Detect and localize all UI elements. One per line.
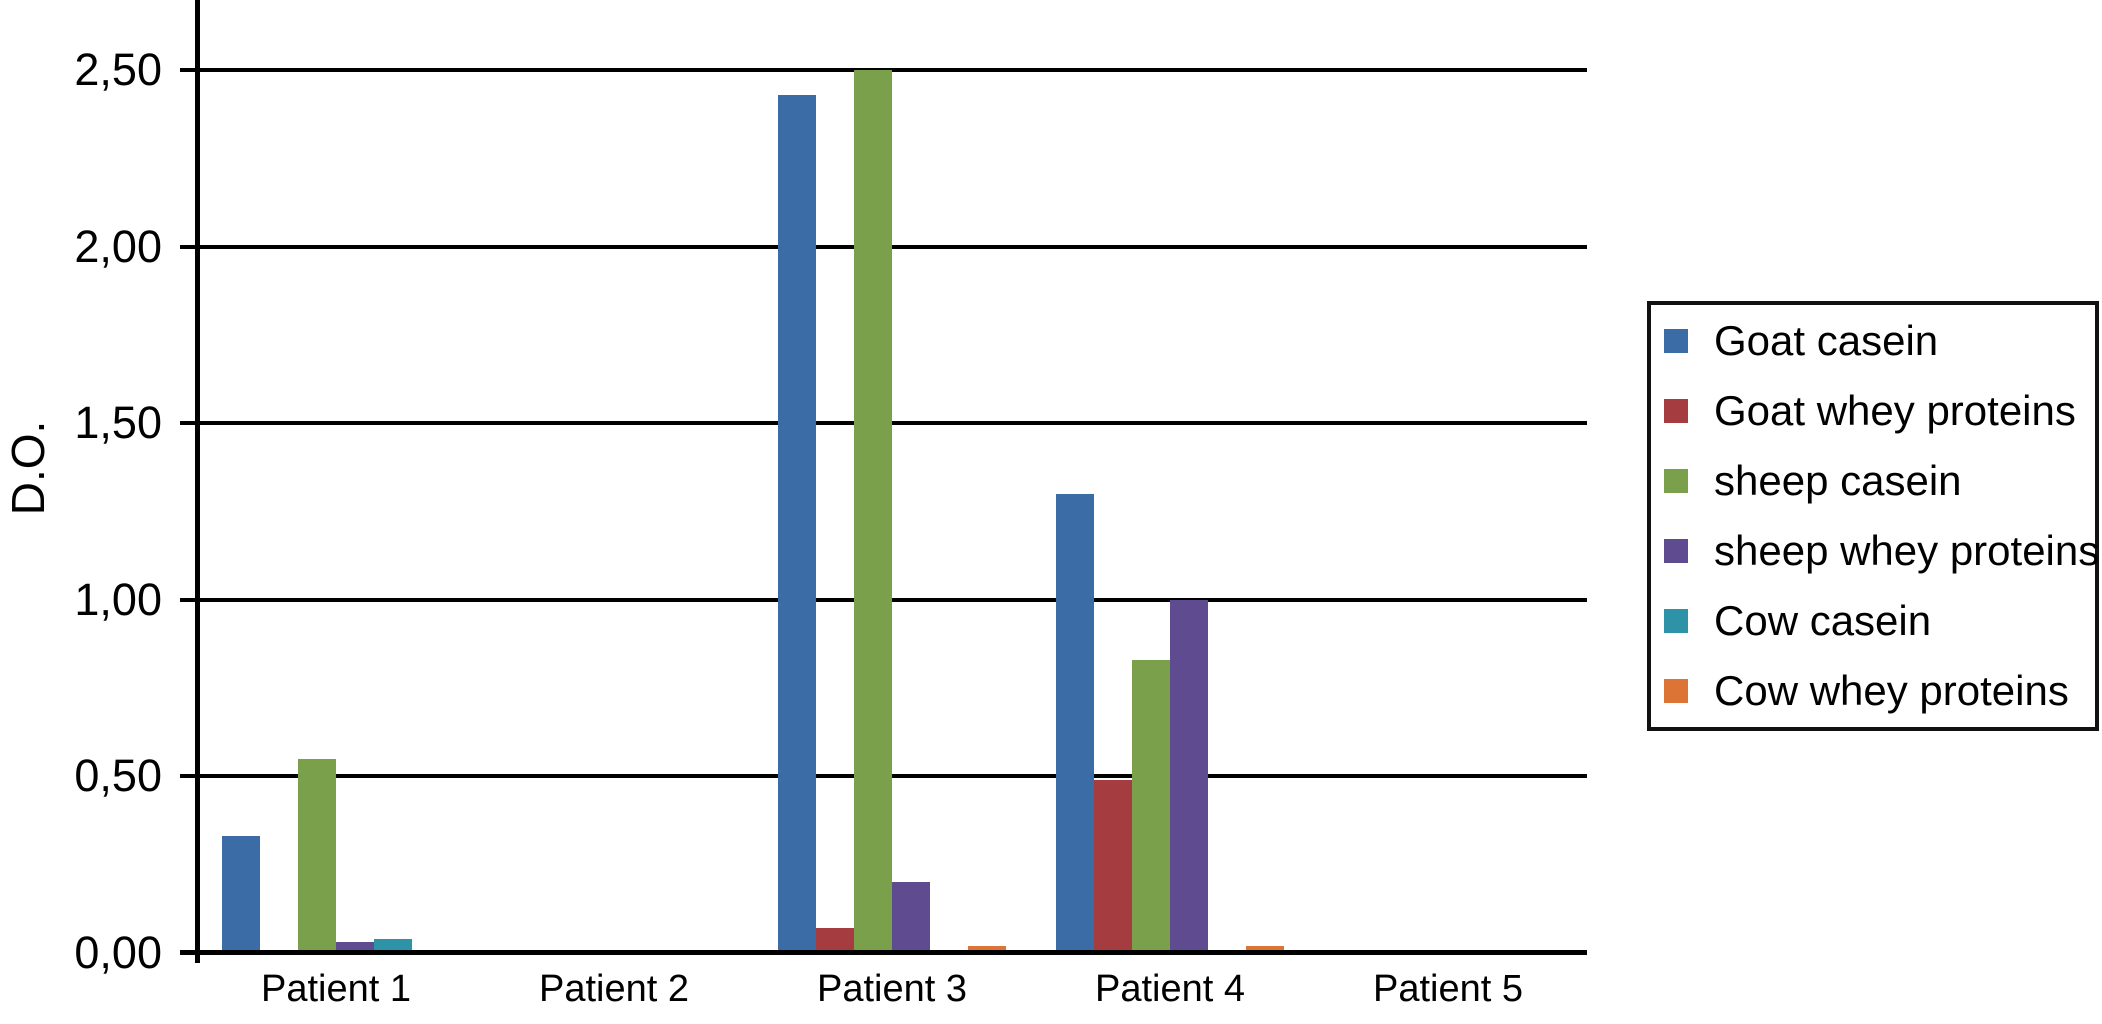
bar-goat-whey-proteins-patient-4 bbox=[1094, 780, 1132, 953]
legend-swatch bbox=[1664, 329, 1688, 353]
x-axis-label: Patient 4 bbox=[1095, 968, 1245, 1010]
legend-label: Cow casein bbox=[1714, 597, 1932, 644]
legend-item: Cow whey proteins bbox=[1664, 660, 2069, 722]
bar-goat-casein-patient-4 bbox=[1056, 494, 1094, 953]
legend-swatch bbox=[1664, 539, 1688, 563]
bar-goat-casein-patient-1 bbox=[222, 836, 260, 953]
bar-sheep-whey-proteins-patient-4 bbox=[1170, 600, 1208, 953]
y-axis-tick-label: 2,50 bbox=[74, 44, 162, 95]
legend-label: Goat casein bbox=[1714, 317, 1939, 364]
legend-swatch bbox=[1664, 609, 1688, 633]
legend-item: sheep casein bbox=[1664, 450, 1962, 512]
legend-item: Cow casein bbox=[1664, 590, 1931, 652]
legend-label: Goat whey proteins bbox=[1714, 387, 2076, 434]
legend-item: sheep whey proteins bbox=[1664, 520, 2099, 582]
y-axis-tick-label: 0,50 bbox=[74, 750, 162, 802]
legend-label: Cow whey proteins bbox=[1714, 667, 2069, 714]
x-axis-label: Patient 2 bbox=[539, 968, 689, 1010]
legend-item: Goat whey proteins bbox=[1664, 380, 2076, 442]
bar-cow-casein-patient-1 bbox=[374, 939, 412, 953]
bar-goat-whey-proteins-patient-3 bbox=[816, 928, 854, 953]
legend-swatch bbox=[1664, 399, 1688, 423]
x-axis-label: Patient 1 bbox=[261, 968, 411, 1010]
bar-sheep-casein-patient-4 bbox=[1132, 660, 1170, 953]
bar-cow-whey-proteins-patient-3 bbox=[968, 946, 1006, 953]
y-axis-tick-label: 1,50 bbox=[74, 397, 162, 449]
legend-swatch bbox=[1664, 469, 1688, 493]
legend-label: sheep whey proteins bbox=[1714, 527, 2100, 574]
bar-sheep-whey-proteins-patient-3 bbox=[892, 882, 930, 953]
x-axis-label: Patient 5 bbox=[1373, 968, 1523, 1010]
y-axis-line bbox=[195, 0, 200, 963]
bar-cow-whey-proteins-patient-4 bbox=[1246, 946, 1284, 953]
y-axis-tick-label: 0,00 bbox=[74, 927, 162, 978]
legend-label: sheep casein bbox=[1714, 457, 1962, 504]
y-axis-tick-label: 2,00 bbox=[74, 220, 162, 272]
bar-sheep-whey-proteins-patient-1 bbox=[336, 942, 374, 953]
bar-sheep-casein-patient-1 bbox=[298, 759, 336, 953]
x-axis-label: Patient 3 bbox=[817, 968, 967, 1010]
legend-item: Goat casein bbox=[1664, 310, 1938, 372]
y-axis-tick-label: 1,00 bbox=[74, 573, 162, 625]
x-axis-line bbox=[180, 950, 1587, 955]
bar-goat-casein-patient-3 bbox=[778, 95, 816, 953]
legend: Goat casein Goat whey proteins sheep casei… bbox=[1647, 301, 2099, 731]
legend-swatch bbox=[1664, 679, 1688, 703]
bar-sheep-casein-patient-3 bbox=[854, 70, 892, 953]
